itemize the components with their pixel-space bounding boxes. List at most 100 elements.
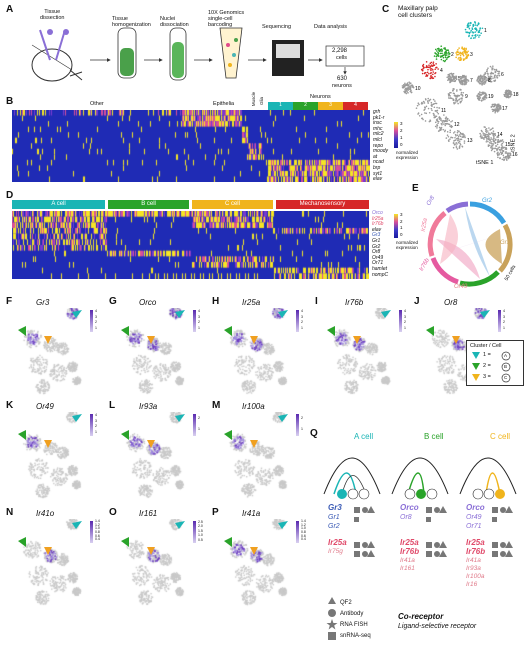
colorbar-tick: 0.4 (301, 537, 306, 542)
colorbar-tick: 0.4 (95, 537, 100, 542)
cluster-label: 3 (470, 52, 473, 58)
step-dissection: Tissue dissection (40, 9, 65, 21)
neurons-label: neurons (332, 83, 352, 89)
panel-label-o: O (109, 507, 117, 518)
gene-title: Ir41a (242, 509, 261, 518)
cluster-num: 3 (483, 374, 487, 380)
colorbar-tick: 4 (198, 309, 200, 313)
ligand-receptor-label: Ligand-selective receptor (398, 623, 477, 630)
chord-diagram (427, 201, 513, 287)
cluster-label: 2 (451, 52, 454, 58)
colorbar-tick: 2 (198, 320, 200, 324)
workflow-diagram (31, 27, 365, 82)
tick: 1 (400, 225, 403, 230)
colorbar-tick: 2 (404, 320, 406, 324)
colorbar-tick: 1.0 (95, 526, 100, 531)
step-sequencing: Sequencing (262, 24, 292, 30)
q-b-cell-title: B cell (424, 432, 444, 441)
homogenizer-icon (117, 27, 137, 79)
ir-ligand-receptor: Ir41a (400, 557, 415, 564)
group-b-cell: B cell (108, 200, 189, 209)
cluster-label: 13 (467, 138, 473, 144)
gene-label: mhc (373, 125, 383, 132)
cell-type-bar: A cell B cell C cell Mechanosensory (12, 200, 369, 209)
expression-colorbar (193, 521, 196, 543)
colorbar-ticks: 1.4 1.2 1.0 0.8 0.6 0.4 (95, 519, 100, 542)
cluster-key-cell-c: C (504, 375, 508, 380)
ligand-receptor: Or71 (466, 523, 482, 530)
gene-label: Gr1 (372, 237, 381, 244)
heatmap-b-genes: grh pk1-r insc mhc mlc2 mlcl repo moody … (373, 109, 388, 183)
ligand-receptor: Or8 (400, 514, 412, 521)
gene-title: Ir76b (345, 298, 364, 307)
colorbar-tick: 4 (503, 309, 505, 313)
tsne-expression-scatter (115, 308, 193, 396)
panel-label-i: I (315, 296, 318, 307)
gene-label: hamlet (372, 265, 388, 272)
cluster-arrowheads (121, 521, 185, 555)
tsne-expression-scatter (218, 519, 296, 607)
colorbar-tick: 4 (95, 413, 97, 417)
ir-co-receptor: Ir25a (328, 538, 347, 547)
cluster-key: Cluster / Cell 1 = 2 = 3 = A B C (466, 340, 524, 386)
cluster-arrowheads (224, 414, 288, 448)
cells-label: cells (336, 55, 348, 61)
tsne-expression-scatter (115, 519, 193, 607)
tsne-xlabel: tSNE 1 (476, 160, 494, 166)
sequencer-icon (272, 40, 304, 76)
colorbar-tick: 1 (301, 427, 303, 431)
cluster-key-3: 3 = (483, 374, 491, 380)
panel-label-b: B (6, 96, 14, 107)
group-mechanosensory: Mechanosensory (275, 200, 369, 209)
cluster-label: 18 (513, 92, 519, 98)
panel-label-p: P (212, 507, 219, 518)
colorbar-b-ticks: 3 2 1 0 (400, 120, 403, 148)
panel-label-e: E (412, 183, 419, 194)
cluster-7: 7 (458, 74, 473, 86)
heatmap-d-genes: Orco Ir25a Ir76b elav Gr3 Gr1 Gr2 Or8 Or… (372, 210, 388, 278)
expression-colorbar (90, 414, 93, 436)
co-receptor-label: Co-receptor (398, 612, 444, 621)
colorbar-ticks: 2.5 2.0 1.5 1.0 0.5 (198, 520, 203, 542)
ir-co-receptor: Ir25a (466, 538, 485, 547)
colorbar-tick: 1 (404, 325, 406, 330)
cluster-18: 18 (503, 89, 519, 99)
tsne-title: Maxillary palp cell clusters (398, 5, 438, 19)
cluster-key-cell-a: A (504, 353, 508, 358)
expression-colorbar (296, 310, 299, 332)
cluster-label: 4 (440, 68, 443, 74)
neurons-header: Neurons (310, 94, 331, 100)
feature-plot-o: O Ir161 2.5 2.0 1.5 1.0 0.5 (109, 507, 209, 607)
chord-label-gr2: Gr2 (482, 198, 493, 204)
cluster-label: 7 (470, 78, 473, 84)
gene-title: Ir25a (242, 298, 261, 307)
colorbar-tick: 3 (95, 418, 97, 423)
tick: 2 (400, 128, 403, 133)
fly-head-icon (31, 29, 83, 82)
colorbar-tick: 2 (198, 416, 200, 420)
colorbar-b-label: normalized expression (396, 150, 419, 160)
neuron-cluster-4: 4 (343, 102, 368, 110)
colorbar-tick: 2 (95, 424, 97, 428)
expression-colorbar (193, 310, 196, 332)
cluster-label: 1 (484, 28, 487, 34)
gene-label: Or49 (372, 254, 384, 261)
feature-plot-l: L Ir93a 2 1 (109, 400, 209, 500)
heatmap-b-colorbar (394, 122, 398, 148)
ir-co-receptor: Ir25a (400, 538, 419, 547)
tsne-expression-scatter (12, 412, 90, 500)
gene-title: Or49 (36, 402, 54, 411)
colorbar-tick: 2 (301, 416, 303, 420)
cluster-label: 10 (415, 86, 421, 92)
heatmap-b (12, 110, 370, 182)
gene-label: repo (373, 142, 384, 149)
cluster-4: 4 (420, 61, 443, 80)
tick: 0 (400, 231, 403, 237)
gene-title: Ir161 (139, 509, 158, 518)
colorbar-tick: 4 (404, 309, 406, 313)
ir-ligand-receptor: Ir75g (328, 548, 343, 555)
